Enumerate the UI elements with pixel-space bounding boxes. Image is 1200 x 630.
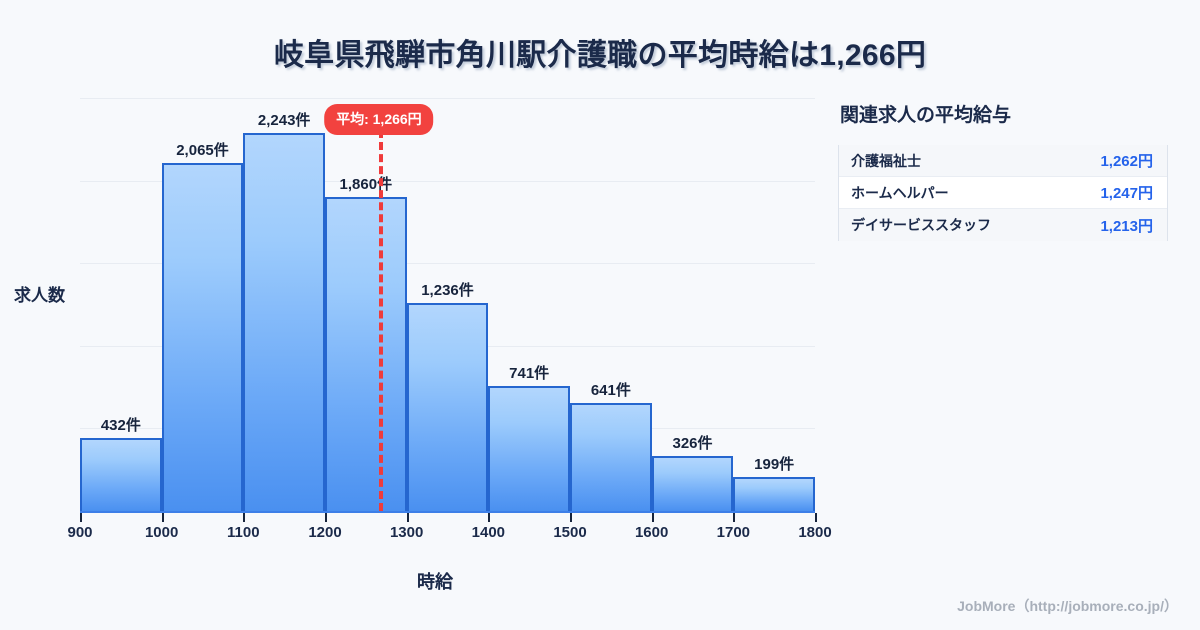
bar-value-label: 326件 <box>672 435 713 453</box>
x-tick <box>815 513 817 522</box>
y-axis-title: 求人数 <box>14 286 65 305</box>
x-tick-label: 1600 <box>634 524 669 541</box>
x-tick-label: 900 <box>67 524 93 541</box>
bar[interactable] <box>733 477 815 511</box>
bar[interactable] <box>243 132 325 511</box>
bar[interactable] <box>325 197 407 511</box>
related-salary-job-name: デイサービススタッフ <box>851 217 991 233</box>
related-salary-value: 1,213円 <box>1100 217 1153 235</box>
related-salary-job-name: 介護福祉士 <box>851 152 921 169</box>
x-tick-label: 1200 <box>308 524 342 541</box>
average-line <box>378 130 383 511</box>
x-tick <box>161 513 164 522</box>
related-salary-row[interactable]: デイサービススタッフ 1,213円 <box>839 209 1167 241</box>
x-tick <box>325 513 327 522</box>
bar[interactable] <box>161 162 244 511</box>
bar[interactable] <box>651 456 734 511</box>
related-salary-panel: 関連求人の平均給与 介護福祉士 1,262円ホームヘルパー 1,247円デイサービス… <box>838 100 1168 241</box>
bar-value-label: 741件 <box>509 365 550 383</box>
gridline <box>80 180 815 182</box>
related-salary-table: 介護福祉士 1,262円ホームヘルパー 1,247円デイサービススタッフ 1,213円 <box>838 145 1168 241</box>
bar-value-label: 432件 <box>100 417 141 435</box>
x-tick-label: 1700 <box>716 524 751 541</box>
gridline <box>80 263 815 265</box>
x-tick <box>733 513 736 522</box>
x-tick-label: 1100 <box>227 524 260 541</box>
related-salary-heading: 関連求人の平均給与 <box>840 105 1012 126</box>
bar-value-label: 199件 <box>754 456 795 474</box>
related-salary-job-name: ホームヘルパー <box>851 184 949 201</box>
x-tick <box>406 513 409 522</box>
bar-value-label: 2,065件 <box>176 141 229 159</box>
bar-value-label: 641件 <box>590 381 631 399</box>
bar[interactable] <box>570 402 652 511</box>
x-tick <box>243 513 246 522</box>
histogram-chart: 432件 2,065件 2,243件 1,860件 1,236件 741件 641件 326件… <box>14 98 832 592</box>
x-tick <box>651 513 654 522</box>
x-axis-line <box>80 511 815 513</box>
related-salary-value: 1,262円 <box>1100 153 1153 170</box>
related-salary-value: 1,247円 <box>1100 185 1153 202</box>
x-tick-label: 1500 <box>553 524 587 541</box>
bar[interactable] <box>406 302 489 511</box>
x-tick <box>488 513 491 522</box>
related-salary-row[interactable]: ホームヘルパー 1,247円 <box>839 177 1167 209</box>
x-axis-title: 時給 <box>417 572 453 592</box>
x-tick-label: 1300 <box>389 524 424 541</box>
x-tick <box>570 513 572 522</box>
bar-value-label: 1,236件 <box>421 281 474 299</box>
x-tick-label: 1000 <box>144 524 179 541</box>
x-tick-label: 1800 <box>798 524 832 541</box>
bar[interactable] <box>80 438 162 511</box>
bar[interactable] <box>488 386 570 511</box>
bar-value-label: 2,243件 <box>257 111 311 129</box>
page-title: 岐阜県飛騨市角川駅介護職の平均時給は1,266円 <box>273 39 927 72</box>
gridline <box>80 98 815 99</box>
x-tick-label: 1400 <box>471 524 506 541</box>
bar-value-label: 1,860件 <box>339 176 393 194</box>
x-tick <box>80 513 82 522</box>
watermark: JobMore（http://jobmore.co.jp/） <box>957 598 1178 614</box>
related-salary-row[interactable]: 介護福祉士 1,262円 <box>839 145 1167 177</box>
average-badge: 平均: 1,266円 <box>324 104 434 135</box>
